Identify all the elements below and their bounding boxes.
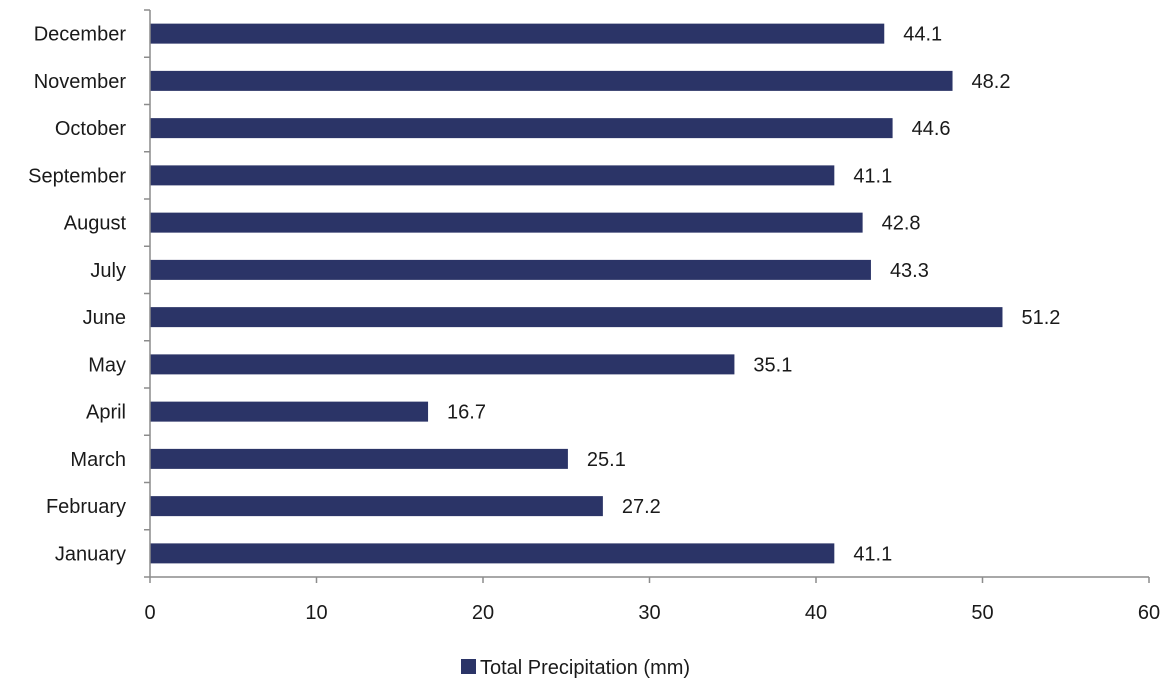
legend-swatch — [461, 659, 476, 674]
x-tick-label-20: 20 — [472, 602, 494, 624]
category-label-april: April — [86, 402, 126, 424]
x-tick-label-60: 60 — [1138, 602, 1160, 624]
category-label-june: June — [83, 307, 126, 329]
x-tick-label-40: 40 — [805, 602, 827, 624]
data-label-march: 25.1 — [587, 449, 626, 471]
bar-july — [150, 259, 871, 280]
bar-march — [150, 448, 568, 469]
data-label-august: 42.8 — [882, 213, 921, 235]
data-label-september: 41.1 — [853, 165, 892, 187]
category-label-december: December — [34, 24, 127, 46]
bar-may — [150, 354, 735, 375]
data-label-november: 48.2 — [972, 71, 1011, 93]
bar-february — [150, 496, 603, 517]
data-label-december: 44.1 — [903, 24, 942, 46]
data-label-january: 41.1 — [853, 543, 892, 565]
category-label-october: October — [55, 118, 126, 140]
x-tick-label-0: 0 — [144, 602, 155, 624]
bar-september — [150, 165, 835, 186]
bar-april — [150, 401, 429, 422]
category-label-september: September — [28, 165, 126, 187]
data-label-july: 43.3 — [890, 260, 929, 282]
legend-label: Total Precipitation (mm) — [480, 657, 690, 679]
bar-november — [150, 70, 953, 91]
category-label-january: January — [55, 543, 126, 565]
category-label-july: July — [90, 260, 126, 282]
category-label-february: February — [46, 496, 126, 518]
category-label-may: May — [88, 354, 126, 376]
bar-october — [150, 118, 893, 139]
data-label-february: 27.2 — [622, 496, 661, 518]
x-tick-label-30: 30 — [638, 602, 660, 624]
x-tick-label-50: 50 — [971, 602, 993, 624]
bar-december — [150, 23, 885, 44]
bar-january — [150, 543, 835, 564]
category-label-november: November — [34, 71, 127, 93]
data-label-may: 35.1 — [753, 354, 792, 376]
bar-june — [150, 307, 1003, 328]
data-label-october: 44.6 — [912, 118, 951, 140]
category-label-march: March — [70, 449, 126, 471]
bar-august — [150, 212, 863, 233]
x-tick-label-10: 10 — [305, 602, 327, 624]
category-label-august: August — [64, 213, 127, 235]
data-label-april: 16.7 — [447, 402, 486, 424]
data-label-june: 51.2 — [1021, 307, 1060, 329]
